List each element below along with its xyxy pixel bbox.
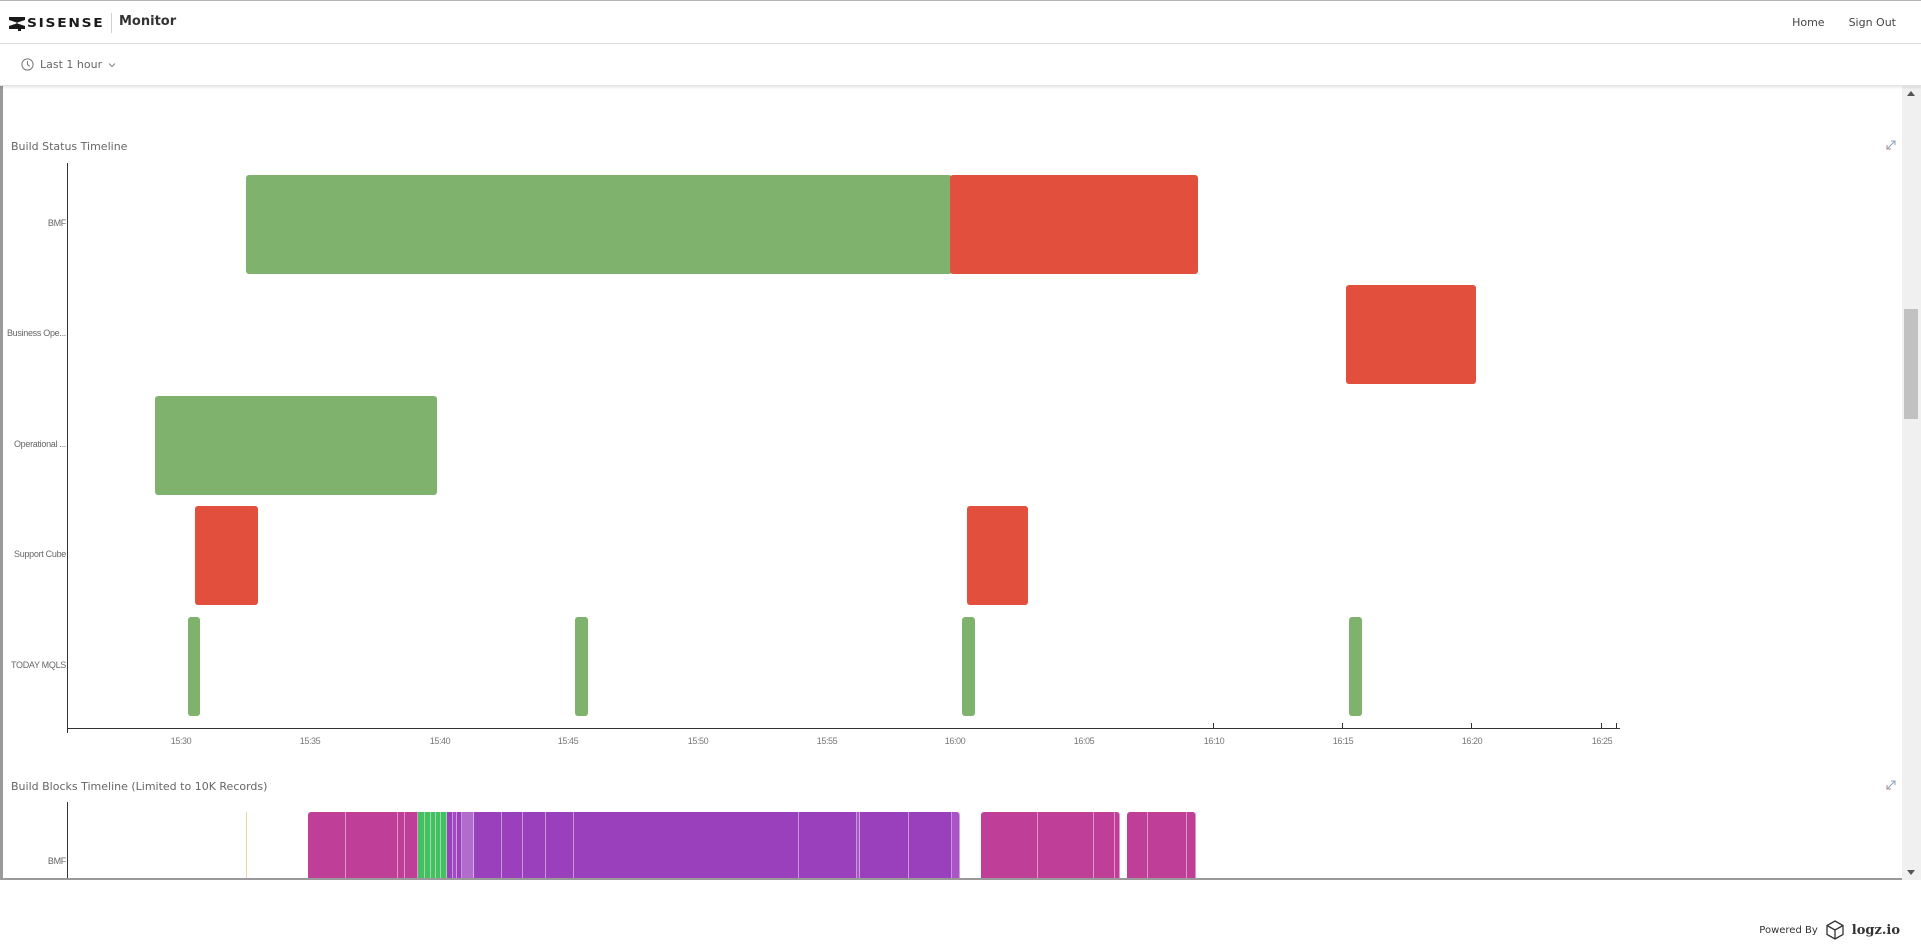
x-tick: [1342, 723, 1343, 728]
block-segment-purple[interactable]: [574, 812, 799, 878]
powered-by: Powered By logz.io: [1759, 920, 1900, 940]
timeline-bar-today-mqls-success[interactable]: [962, 617, 975, 716]
block-segment-pink[interactable]: [1094, 812, 1115, 878]
x-label: 16:05: [1073, 736, 1095, 746]
app-header: SISENSE Monitor Home Sign Out: [0, 1, 1921, 44]
block-segment-purple[interactable]: [546, 812, 574, 878]
x-tick: [1213, 723, 1214, 728]
block-segment-purple[interactable]: [523, 812, 546, 878]
timeline-bar-bmf-success[interactable]: [246, 175, 952, 274]
y-label-bmf: BMF: [47, 856, 66, 866]
logzio-cube-icon: [1826, 920, 1844, 940]
block-segment-green[interactable]: [431, 812, 436, 878]
block-segment-purple[interactable]: [462, 812, 474, 878]
x-tick: [67, 728, 68, 733]
nav-sign-out-link[interactable]: Sign Out: [1848, 16, 1896, 29]
x-label: 16:25: [1591, 736, 1613, 746]
x-label: 16:00: [944, 736, 966, 746]
block-segment-green[interactable]: [425, 812, 431, 878]
block-segment-purple[interactable]: [474, 812, 502, 878]
block-segment-pink[interactable]: [346, 812, 398, 878]
dashboard-content: Build Status Timeline BMF Business Ope..…: [0, 86, 1902, 880]
x-label: 15:45: [557, 736, 579, 746]
time-range-picker[interactable]: Last 1 hour: [21, 58, 116, 71]
block-segment-tan[interactable]: [246, 812, 247, 878]
y-label-today-mqls: TODAY MQLS: [10, 660, 66, 670]
app-title: Monitor: [119, 14, 177, 29]
logzio-logo[interactable]: logz.io: [1851, 922, 1900, 938]
block-segment-purple[interactable]: [799, 812, 857, 878]
block-segment-purple[interactable]: [860, 812, 909, 878]
x-label: 15:50: [687, 736, 709, 746]
block-segment-pink[interactable]: [308, 812, 346, 878]
block-segment-pink[interactable]: [1038, 812, 1094, 878]
brand-name: SISENSE: [27, 16, 105, 30]
timeline-bar-today-mqls-success[interactable]: [575, 617, 588, 716]
y-label-operational: Operational ...: [13, 439, 66, 449]
header-divider: [111, 13, 112, 33]
timeline-bar-support-cube-failed[interactable]: [195, 506, 258, 605]
y-axis: [67, 802, 68, 878]
vertical-scrollbar[interactable]: [1902, 86, 1921, 880]
x-label: 16:20: [1461, 736, 1483, 746]
sisense-logo[interactable]: SISENSE: [9, 15, 103, 31]
timeline-bar-support-cube-failed[interactable]: [967, 506, 1028, 605]
scroll-down-arrow-icon[interactable]: [1907, 870, 1915, 875]
scrollbar-thumb[interactable]: [1904, 309, 1918, 419]
timeline-bar-today-mqls-success[interactable]: [1349, 617, 1362, 716]
block-segment-purple[interactable]: [453, 812, 457, 878]
block-segment-purple[interactable]: [857, 812, 860, 878]
block-segment-green[interactable]: [436, 812, 441, 878]
block-segment-purple[interactable]: [952, 812, 960, 878]
y-axis: [67, 163, 68, 729]
x-label: 15:35: [299, 736, 321, 746]
block-segment-purple[interactable]: [447, 812, 453, 878]
expand-icon[interactable]: [1885, 779, 1897, 791]
block-segment-pink[interactable]: [981, 812, 1038, 878]
y-label-support-cube: Support Cube: [14, 549, 66, 559]
x-label: 15:30: [170, 736, 192, 746]
block-segment-purple[interactable]: [909, 812, 952, 878]
block-segment-pink[interactable]: [1115, 812, 1120, 878]
timeline-bar-operational-success[interactable]: [155, 396, 437, 495]
block-segment-green[interactable]: [418, 812, 425, 878]
clock-icon: [21, 58, 34, 71]
sisense-logo-icon: [9, 17, 25, 31]
nav-home-link[interactable]: Home: [1792, 16, 1825, 29]
y-label-bmf: BMF: [47, 218, 66, 228]
block-segment-pink[interactable]: [1187, 812, 1196, 878]
time-range-label: Last 1 hour: [40, 58, 103, 71]
block-segment-pink[interactable]: [1127, 812, 1148, 878]
header-nav: Home Sign Out: [1792, 16, 1896, 29]
expand-icon[interactable]: [1885, 139, 1897, 151]
block-segment-pink[interactable]: [1148, 812, 1187, 878]
timeline-bar-bmf-failed[interactable]: [950, 175, 1198, 274]
panel-title-build-blocks: Build Blocks Timeline (Limited to 10K Re…: [11, 780, 268, 793]
x-label: 16:10: [1203, 736, 1225, 746]
x-label: 15:55: [816, 736, 838, 746]
x-label: 16:15: [1332, 736, 1354, 746]
x-tick: [1471, 723, 1472, 728]
x-axis: [67, 728, 1620, 729]
y-label-business-ope: Business Ope...: [6, 328, 66, 338]
block-segment-pink[interactable]: [398, 812, 405, 878]
block-segment-purple[interactable]: [502, 812, 523, 878]
block-segment-pink[interactable]: [405, 812, 418, 878]
x-tick: [1601, 723, 1602, 728]
x-tick: [1616, 723, 1617, 728]
panel-title-build-status: Build Status Timeline: [11, 140, 128, 153]
block-segment-green[interactable]: [441, 812, 447, 878]
timeline-bar-today-mqls-success[interactable]: [188, 617, 200, 716]
toolbar: Last 1 hour: [0, 45, 1921, 86]
block-segment-purple[interactable]: [457, 812, 462, 878]
powered-by-label: Powered By: [1759, 924, 1818, 936]
chevron-down-icon: [108, 62, 116, 67]
x-label: 15:40: [429, 736, 451, 746]
scroll-up-arrow-icon[interactable]: [1907, 91, 1915, 96]
window-top-border: [0, 0, 1921, 1]
timeline-bar-business-ope-failed[interactable]: [1346, 285, 1476, 384]
footer: Powered By logz.io: [0, 880, 1921, 951]
